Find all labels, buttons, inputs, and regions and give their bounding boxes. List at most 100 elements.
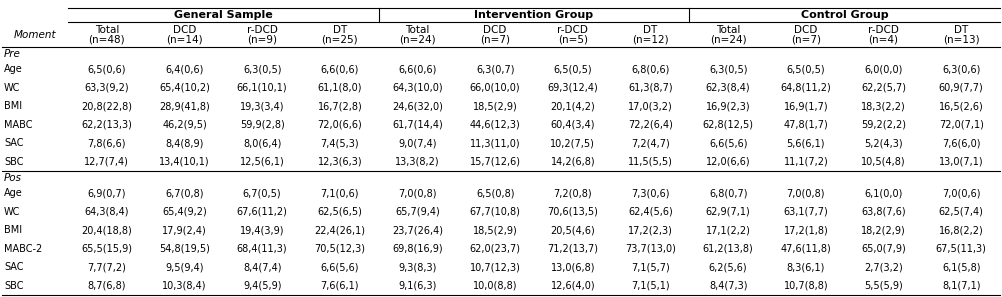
Text: SAC: SAC — [4, 262, 23, 272]
Text: 67,7(10,8): 67,7(10,8) — [470, 207, 521, 217]
Text: 73,7(13,0): 73,7(13,0) — [625, 244, 676, 254]
Text: 12,5(6,1): 12,5(6,1) — [239, 157, 285, 167]
Text: 7,4(5,3): 7,4(5,3) — [321, 138, 359, 148]
Text: (n=12): (n=12) — [632, 35, 668, 45]
Text: 62,8(12,5): 62,8(12,5) — [702, 120, 754, 130]
Text: 8,7(6,8): 8,7(6,8) — [87, 281, 126, 291]
Text: (n=5): (n=5) — [558, 35, 588, 45]
Text: (n=14): (n=14) — [166, 35, 202, 45]
Text: Total: Total — [94, 25, 119, 35]
Text: Pos: Pos — [4, 173, 22, 183]
Text: WC: WC — [4, 207, 20, 217]
Text: 66,0(10,0): 66,0(10,0) — [470, 83, 520, 93]
Text: General Sample: General Sample — [174, 10, 273, 20]
Text: 6,5(0,8): 6,5(0,8) — [476, 188, 514, 198]
Text: 8,4(8,9): 8,4(8,9) — [165, 138, 203, 148]
Text: 62,2(13,3): 62,2(13,3) — [81, 120, 132, 130]
Text: 61,2(13,8): 61,2(13,8) — [702, 244, 754, 254]
Text: 2,7(3,2): 2,7(3,2) — [864, 262, 903, 272]
Text: 17,9(2,4): 17,9(2,4) — [162, 225, 206, 235]
Text: 6,8(0,6): 6,8(0,6) — [631, 64, 669, 74]
Text: 62,9(7,1): 62,9(7,1) — [705, 207, 750, 217]
Text: (n=9): (n=9) — [247, 35, 278, 45]
Text: 61,7(14,4): 61,7(14,4) — [392, 120, 443, 130]
Text: DT: DT — [954, 25, 968, 35]
Text: r-DCD: r-DCD — [246, 25, 278, 35]
Text: 6,6(0,6): 6,6(0,6) — [399, 64, 437, 74]
Text: 6,5(0,5): 6,5(0,5) — [787, 64, 825, 74]
Text: 70,5(12,3): 70,5(12,3) — [315, 244, 366, 254]
Text: Intervention Group: Intervention Group — [474, 10, 593, 20]
Text: DT: DT — [643, 25, 657, 35]
Text: 9,3(8,3): 9,3(8,3) — [399, 262, 437, 272]
Text: 62,0(23,7): 62,0(23,7) — [470, 244, 521, 254]
Text: 60,9(7,7): 60,9(7,7) — [939, 83, 984, 93]
Text: 47,6(11,8): 47,6(11,8) — [781, 244, 832, 254]
Text: 10,5(4,8): 10,5(4,8) — [861, 157, 906, 167]
Text: BMI: BMI — [4, 225, 22, 235]
Text: 20,1(4,2): 20,1(4,2) — [550, 101, 595, 111]
Text: (n=7): (n=7) — [480, 35, 510, 45]
Text: 63,1(7,7): 63,1(7,7) — [784, 207, 829, 217]
Text: 72,0(6,6): 72,0(6,6) — [318, 120, 362, 130]
Text: 13,4(10,1): 13,4(10,1) — [159, 157, 209, 167]
Text: 62,5(6,5): 62,5(6,5) — [318, 207, 363, 217]
Text: 16,8(2,2): 16,8(2,2) — [939, 225, 984, 235]
Text: 16,7(2,8): 16,7(2,8) — [318, 101, 362, 111]
Text: 12,6(4,0): 12,6(4,0) — [550, 281, 595, 291]
Text: 6,6(5,6): 6,6(5,6) — [321, 262, 359, 272]
Text: 6,1(5,8): 6,1(5,8) — [942, 262, 980, 272]
Text: 7,1(0,6): 7,1(0,6) — [321, 188, 359, 198]
Text: 67,5(11,3): 67,5(11,3) — [936, 244, 987, 254]
Text: 20,4(18,8): 20,4(18,8) — [81, 225, 132, 235]
Text: 20,5(4,6): 20,5(4,6) — [550, 225, 595, 235]
Text: 65,0(7,9): 65,0(7,9) — [861, 244, 906, 254]
Text: 13,0(7,1): 13,0(7,1) — [939, 157, 984, 167]
Text: 6,4(0,6): 6,4(0,6) — [165, 64, 203, 74]
Text: Moment: Moment — [14, 29, 56, 40]
Text: 15,7(12,6): 15,7(12,6) — [470, 157, 521, 167]
Text: 6,5(0,6): 6,5(0,6) — [87, 64, 126, 74]
Text: 13,0(6,8): 13,0(6,8) — [550, 262, 595, 272]
Text: 66,1(10,1): 66,1(10,1) — [236, 83, 288, 93]
Text: 8,3(6,1): 8,3(6,1) — [787, 262, 825, 272]
Text: 6,3(0,7): 6,3(0,7) — [476, 64, 514, 74]
Text: 6,6(5,6): 6,6(5,6) — [709, 138, 747, 148]
Text: DT: DT — [333, 25, 347, 35]
Text: (n=13): (n=13) — [943, 35, 980, 45]
Text: DCD: DCD — [484, 25, 507, 35]
Text: (n=25): (n=25) — [322, 35, 358, 45]
Text: 10,0(8,8): 10,0(8,8) — [473, 281, 517, 291]
Text: 13,3(8,2): 13,3(8,2) — [395, 157, 440, 167]
Text: 59,2(2,2): 59,2(2,2) — [861, 120, 906, 130]
Text: r-DCD: r-DCD — [557, 25, 588, 35]
Text: 6,7(0,5): 6,7(0,5) — [242, 188, 282, 198]
Text: 22,4(26,1): 22,4(26,1) — [315, 225, 366, 235]
Text: 5,2(4,3): 5,2(4,3) — [864, 138, 903, 148]
Text: 70,6(13,5): 70,6(13,5) — [547, 207, 598, 217]
Text: 54,8(19,5): 54,8(19,5) — [159, 244, 210, 254]
Text: 17,0(3,2): 17,0(3,2) — [628, 101, 673, 111]
Text: 8,1(7,1): 8,1(7,1) — [942, 281, 980, 291]
Text: (n=4): (n=4) — [869, 35, 899, 45]
Text: 9,0(7,4): 9,0(7,4) — [398, 138, 437, 148]
Text: 18,3(2,2): 18,3(2,2) — [861, 101, 906, 111]
Text: 20,8(22,8): 20,8(22,8) — [81, 101, 132, 111]
Text: 64,8(11,2): 64,8(11,2) — [781, 83, 832, 93]
Text: 8,4(7,4): 8,4(7,4) — [242, 262, 282, 272]
Text: 8,0(6,4): 8,0(6,4) — [242, 138, 282, 148]
Text: 7,8(6,6): 7,8(6,6) — [87, 138, 126, 148]
Text: 10,2(7,5): 10,2(7,5) — [550, 138, 595, 148]
Text: 68,4(11,3): 68,4(11,3) — [236, 244, 288, 254]
Text: 61,3(8,7): 61,3(8,7) — [628, 83, 672, 93]
Text: 19,3(3,4): 19,3(3,4) — [239, 101, 285, 111]
Text: 7,1(5,1): 7,1(5,1) — [631, 281, 669, 291]
Text: 6,1(0,0): 6,1(0,0) — [865, 188, 903, 198]
Text: 11,1(7,2): 11,1(7,2) — [784, 157, 829, 167]
Text: 7,7(7,2): 7,7(7,2) — [87, 262, 126, 272]
Text: MABC: MABC — [4, 120, 32, 130]
Text: 12,7(7,4): 12,7(7,4) — [84, 157, 129, 167]
Text: DCD: DCD — [172, 25, 196, 35]
Text: Total: Total — [406, 25, 430, 35]
Text: Age: Age — [4, 64, 23, 74]
